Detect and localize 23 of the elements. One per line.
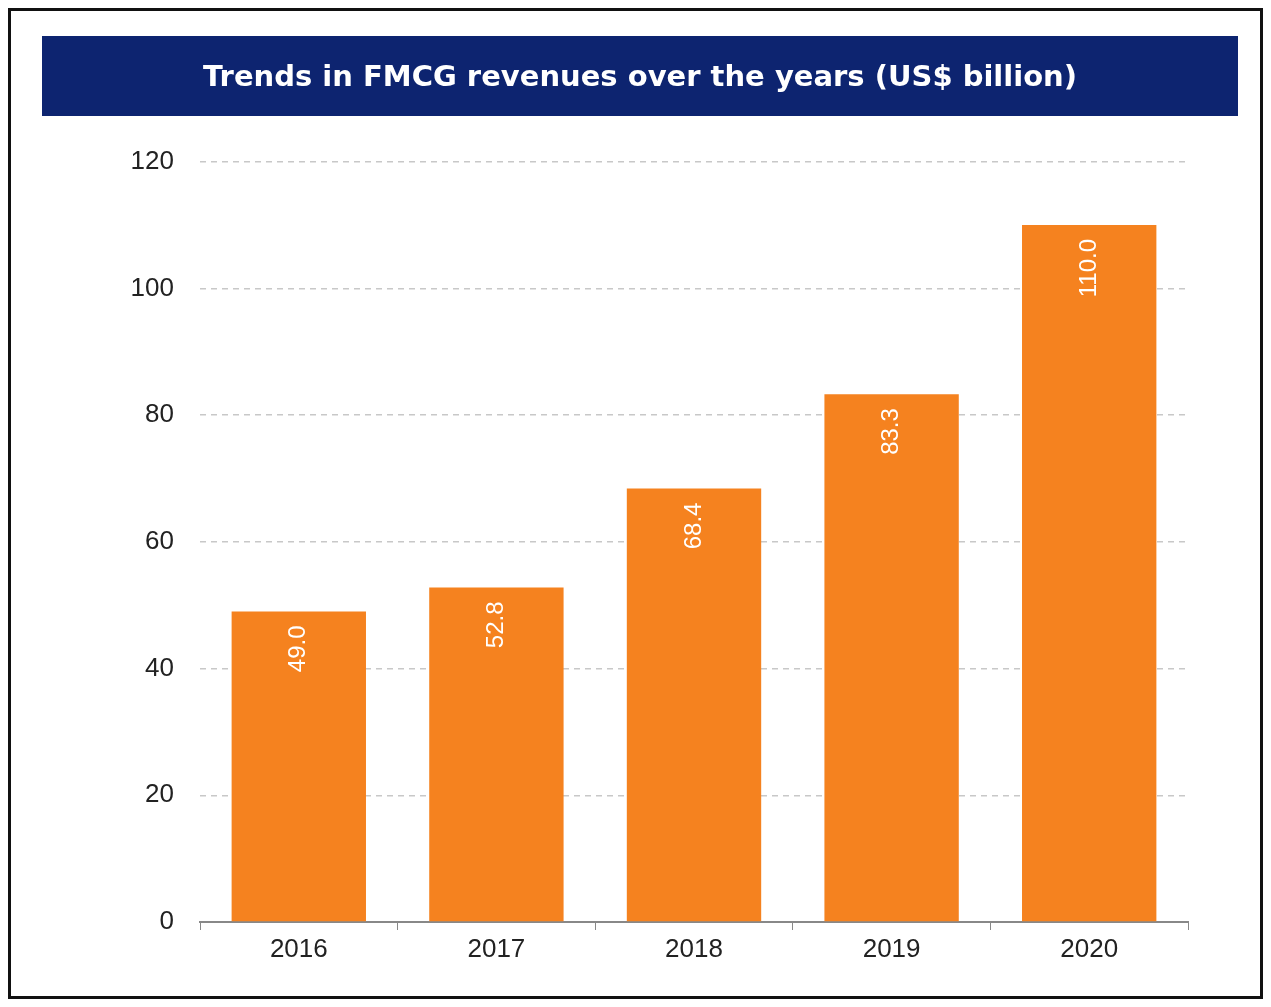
- bar: [429, 587, 564, 922]
- x-tick-label: 2020: [1060, 932, 1119, 963]
- data-label: 110.0: [1073, 238, 1101, 298]
- x-tick-label: 2018: [665, 932, 723, 963]
- y-tick-label: 0: [159, 905, 174, 936]
- y-tick-label: 20: [145, 778, 174, 809]
- data-label: 52.8: [481, 601, 509, 649]
- y-tick-label: 80: [145, 398, 174, 429]
- y-tick-label: 40: [145, 651, 174, 682]
- y-tick-label: 60: [145, 524, 174, 555]
- chart-title: Trends in FMCG revenues over the years (US$ billion): [42, 36, 1238, 116]
- y-tick-label: 100: [130, 271, 174, 302]
- bar: [824, 394, 959, 922]
- bar: [1022, 224, 1157, 922]
- x-tick-label: 2017: [467, 932, 526, 963]
- data-label: 68.4: [678, 502, 706, 550]
- data-label: 83.3: [876, 408, 904, 455]
- bar: [626, 488, 762, 922]
- x-tick-label: 2019: [862, 932, 921, 963]
- x-tick-label: 2016: [269, 932, 328, 963]
- bar: [231, 611, 366, 922]
- data-label: 49.0: [283, 625, 311, 673]
- y-tick-label: 120: [130, 144, 174, 175]
